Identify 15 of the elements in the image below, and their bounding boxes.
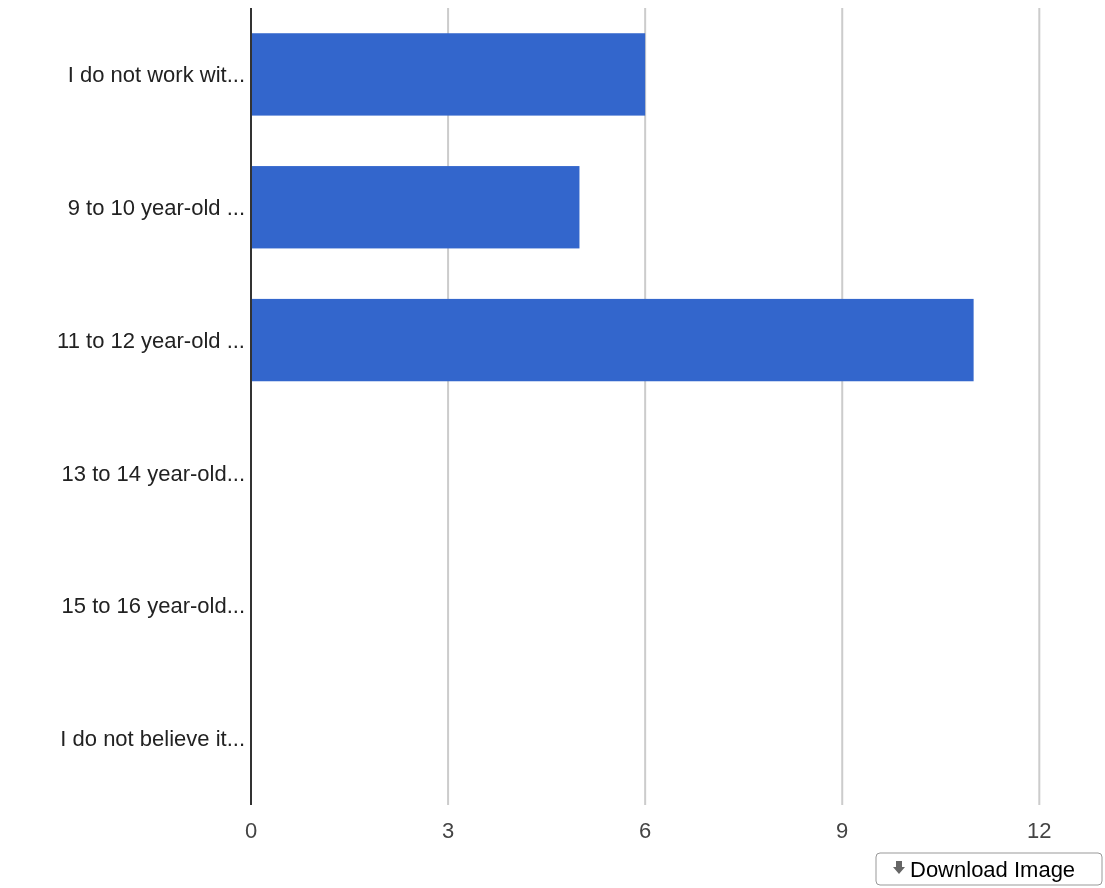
x-tick-label: 12 [1027,818,1052,843]
download-button: Download Image [875,852,1103,886]
x-tick-label: 9 [836,818,849,843]
x-tick-label: 6 [639,818,652,843]
bar [251,298,974,382]
y-tick-label: 11 to 12 year-old ... [57,327,245,353]
bar [251,166,580,249]
y-tick-label: 9 to 10 year-old ... [67,194,245,220]
y-tick-label: 13 to 14 year-old... [61,460,245,486]
y-tick-label: 15 to 16 year-old... [61,593,245,619]
x-tick-label: 0 [244,818,258,843]
y-tick-label: I do not work wit... [67,62,245,88]
bar [251,33,646,116]
x-tick-label: 3 [441,818,455,843]
y-tick-label: I do not believe it... [60,726,245,752]
